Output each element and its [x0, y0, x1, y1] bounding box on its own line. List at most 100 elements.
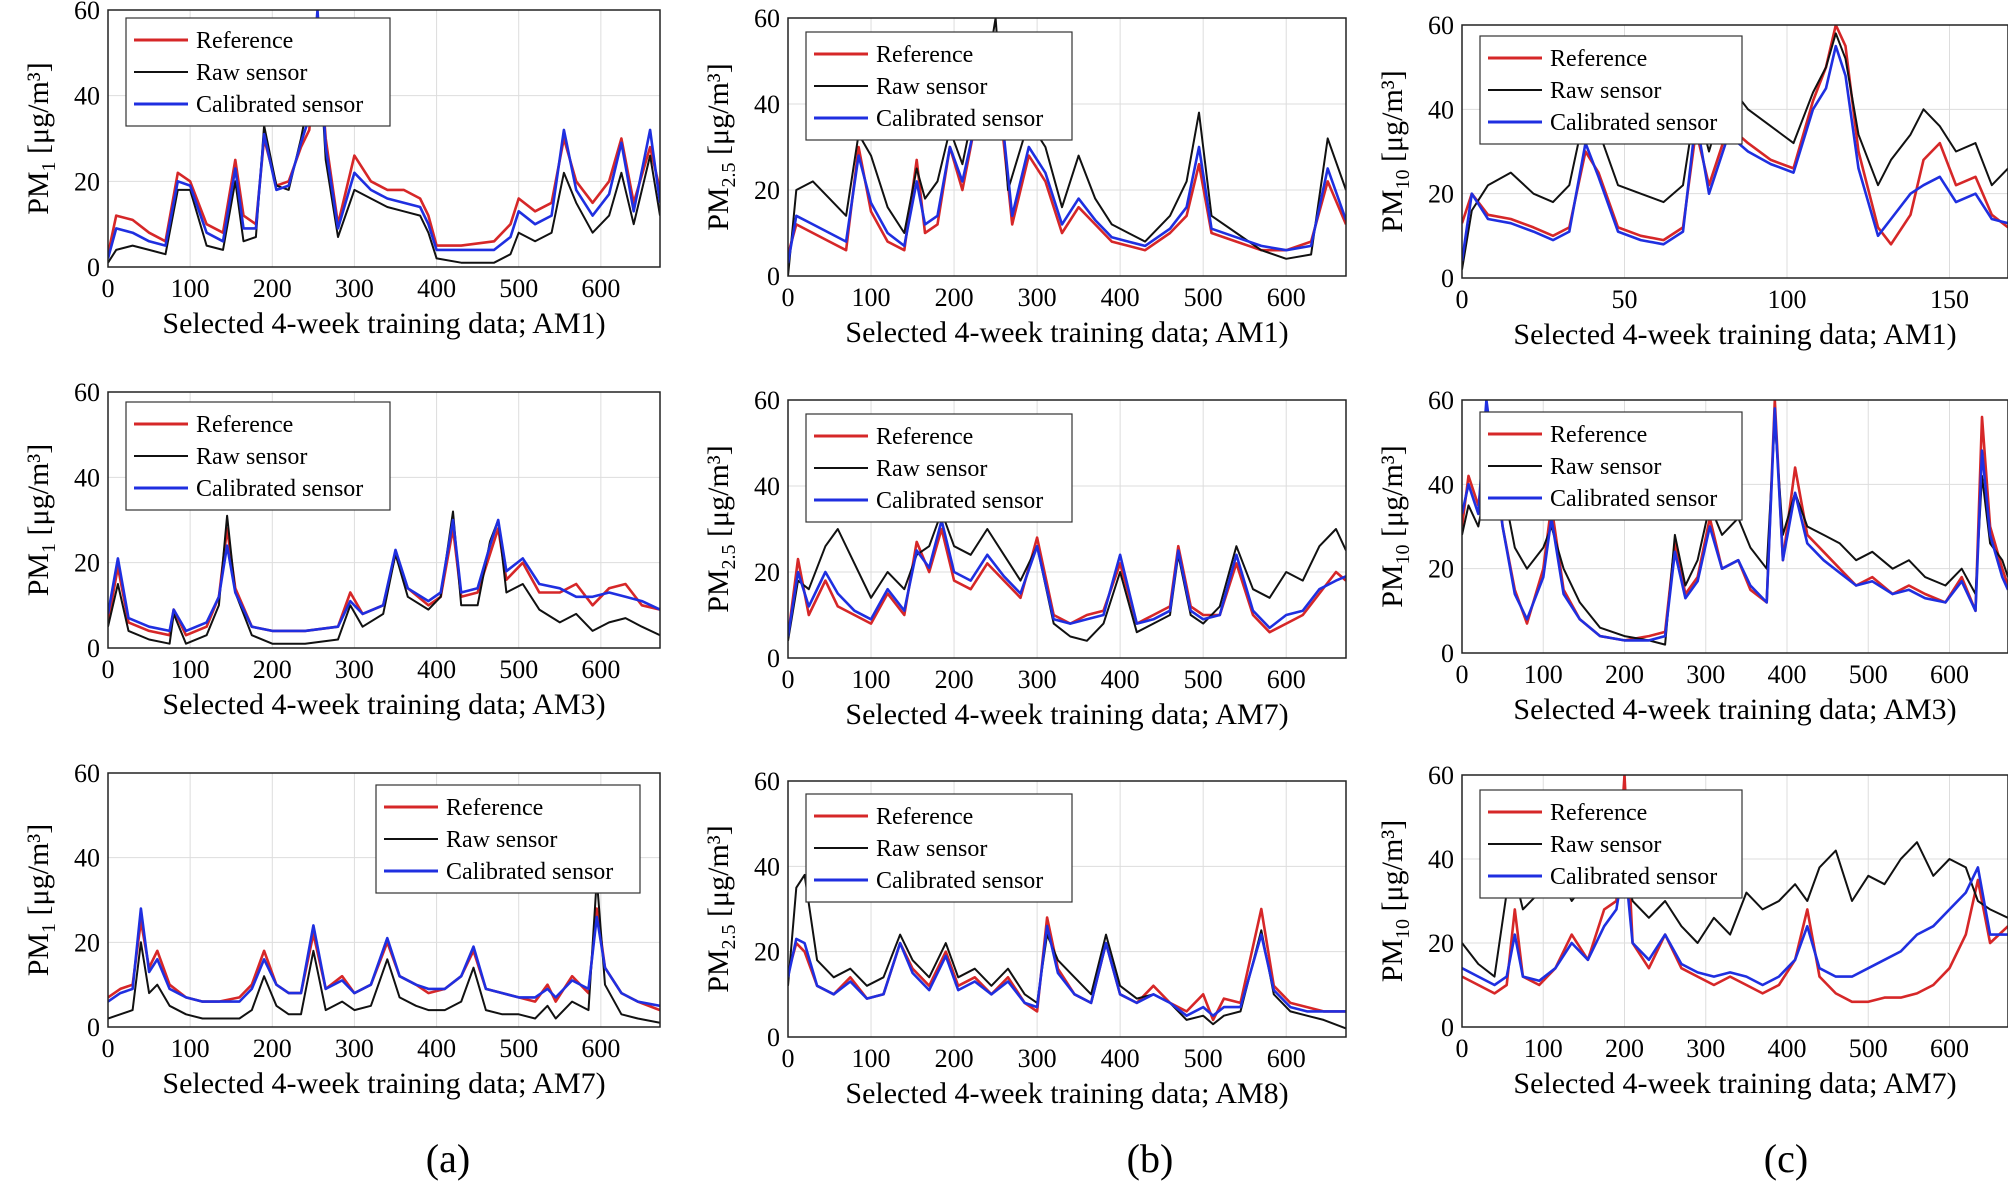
x-tick-label: 50	[1612, 285, 1638, 314]
x-tick-label: 300	[1686, 660, 1725, 689]
x-tick-label: 600	[581, 1034, 620, 1063]
series-line-calibrated-sensor	[1462, 44, 2008, 262]
x-tick-label: 100	[171, 655, 210, 684]
y-axis-label: PM2.5 [μg/m³]	[702, 445, 740, 613]
y-tick-label: 40	[1428, 95, 1454, 124]
x-tick-label: 300	[1018, 1044, 1057, 1073]
x-tick-label: 0	[1456, 285, 1469, 314]
legend: Reference Raw sensor Calibrated sensor	[1479, 411, 1743, 521]
y-tick-label: 60	[74, 378, 100, 407]
x-tick-label: 500	[1849, 660, 1888, 689]
x-tick-label: 500	[1184, 665, 1223, 694]
x-tick-label: 150	[1930, 285, 1969, 314]
x-axis-label: Selected 4-week training data; AM7)	[162, 1067, 605, 1100]
y-tick-label: 40	[74, 82, 100, 111]
y-tick-label: 0	[1441, 1013, 1454, 1042]
y-axis-label: PM10 [μg/m³]	[1376, 820, 1414, 983]
x-tick-label: 0	[1456, 660, 1469, 689]
x-tick-label: 600	[1930, 1034, 1969, 1063]
chart-b1: 0 100 200 300 400 500 600 0 20 40 60 Selected 4-wee…	[702, 4, 1347, 349]
x-tick-label: 400	[417, 1034, 456, 1063]
legend-entry: Raw sensor	[196, 60, 307, 86]
legend-entry: Calibrated sensor	[446, 859, 613, 885]
x-axis-label: Selected 4-week training data; AM3)	[1513, 693, 1956, 726]
x-tick-label: 0	[782, 665, 795, 694]
x-tick-label: 500	[1184, 1044, 1223, 1073]
legend-entry: Reference	[1550, 46, 1647, 72]
legend: Reference Raw sensor Calibrated sensor	[125, 17, 391, 127]
x-tick-label: 600	[1267, 283, 1306, 312]
series-line-calibrated-sensor	[108, 907, 660, 1008]
chart-b2: 0 100 200 300 400 500 600 0 20 40 60 Selected 4-wee…	[702, 386, 1347, 731]
series-line-reference	[788, 907, 1346, 1022]
axes-frame	[1461, 24, 2008, 279]
axes-frame	[787, 399, 1347, 659]
legend-entry: Reference	[196, 412, 293, 438]
legend-entry: Reference	[876, 424, 973, 450]
x-tick-label: 200	[1605, 660, 1644, 689]
series-line-calibrated-sensor	[788, 924, 1346, 1017]
series-line-raw-sensor	[108, 877, 660, 1024]
x-tick-label: 400	[417, 274, 456, 303]
axes-frame	[107, 9, 661, 268]
x-axis-label: Selected 4-week training data; AM7)	[845, 698, 1288, 731]
x-tick-label: 0	[782, 1044, 795, 1073]
series-line-reference	[1462, 25, 2008, 246]
y-axis-label: PM10 [μg/m³]	[1376, 445, 1414, 608]
series-line-reference	[1462, 775, 2008, 1004]
y-tick-label: 40	[754, 90, 780, 119]
x-tick-label: 600	[1267, 1044, 1306, 1073]
y-tick-label: 40	[74, 463, 100, 492]
x-tick-label: 200	[1605, 1034, 1644, 1063]
y-tick-label: 0	[767, 644, 780, 673]
y-tick-label: 40	[754, 852, 780, 881]
x-axis-label: Selected 4-week training data; AM8)	[845, 1077, 1288, 1110]
chart-c3: 0 100 200 300 400 500 600 0 20 40 60 Selected 4-wee…	[1376, 761, 2008, 1100]
y-axis-label: PM10 [μg/m³]	[1376, 70, 1414, 233]
x-tick-label: 200	[935, 1044, 974, 1073]
chart-a1: 0 100 200 300 400 500 600 0 20 40 60 Selected 4-wee…	[22, 0, 661, 340]
x-tick-label: 200	[253, 1034, 292, 1063]
legend-entry: Reference	[1550, 800, 1647, 826]
y-tick-label: 20	[1428, 555, 1454, 584]
legend-entry: Calibrated sensor	[1550, 486, 1717, 512]
axes-frame	[107, 772, 661, 1028]
legend-entry: Reference	[446, 795, 543, 821]
legend-entry: Calibrated sensor	[1550, 864, 1717, 890]
x-axis-label: Selected 4-week training data; AM1)	[162, 307, 605, 340]
x-tick-label: 500	[1184, 283, 1223, 312]
legend: Reference Raw sensor Calibrated sensor	[375, 784, 641, 894]
series-line-reference	[108, 907, 660, 1012]
y-tick-label: 60	[1428, 11, 1454, 40]
legend: Reference Raw sensor Calibrated sensor	[805, 793, 1073, 903]
legend-entry: Reference	[1550, 422, 1647, 448]
series-line-calibrated-sensor	[108, 518, 660, 633]
x-tick-label: 600	[581, 274, 620, 303]
series-line-calibrated-sensor	[788, 519, 1346, 637]
y-tick-label: 40	[754, 472, 780, 501]
y-tick-label: 60	[74, 759, 100, 788]
series-line-raw-sensor	[108, 17, 660, 264]
x-tick-label: 400	[1101, 283, 1140, 312]
legend-entry: Reference	[876, 42, 973, 68]
y-tick-label: 40	[74, 844, 100, 873]
y-tick-label: 0	[1441, 264, 1454, 293]
y-tick-label: 20	[1428, 929, 1454, 958]
chart-c1: 0 50 100 150 0 20 40 60 Selected 4-week training…	[1376, 11, 2008, 351]
x-tick-label: 0	[102, 274, 115, 303]
axes-frame	[787, 17, 1347, 277]
x-tick-label: 300	[1686, 1034, 1725, 1063]
chart-c2: 0 100 200 300 400 500 600 0 20 40 60 Selected 4-wee…	[1376, 386, 2008, 726]
chart-b3: 0 100 200 300 400 500 600 0 20 40 60 Selected 4-wee…	[702, 767, 1347, 1110]
legend-entry: Raw sensor	[1550, 454, 1661, 480]
legend-entry: Calibrated sensor	[876, 868, 1043, 894]
legend-entry: Raw sensor	[876, 456, 987, 482]
legend-entry: Calibrated sensor	[196, 92, 363, 118]
y-tick-label: 0	[1441, 639, 1454, 668]
x-tick-label: 100	[852, 283, 891, 312]
series-line-reference	[788, 527, 1346, 637]
legend-entry: Raw sensor	[446, 827, 557, 853]
x-tick-label: 200	[935, 283, 974, 312]
x-tick-label: 0	[1456, 1034, 1469, 1063]
